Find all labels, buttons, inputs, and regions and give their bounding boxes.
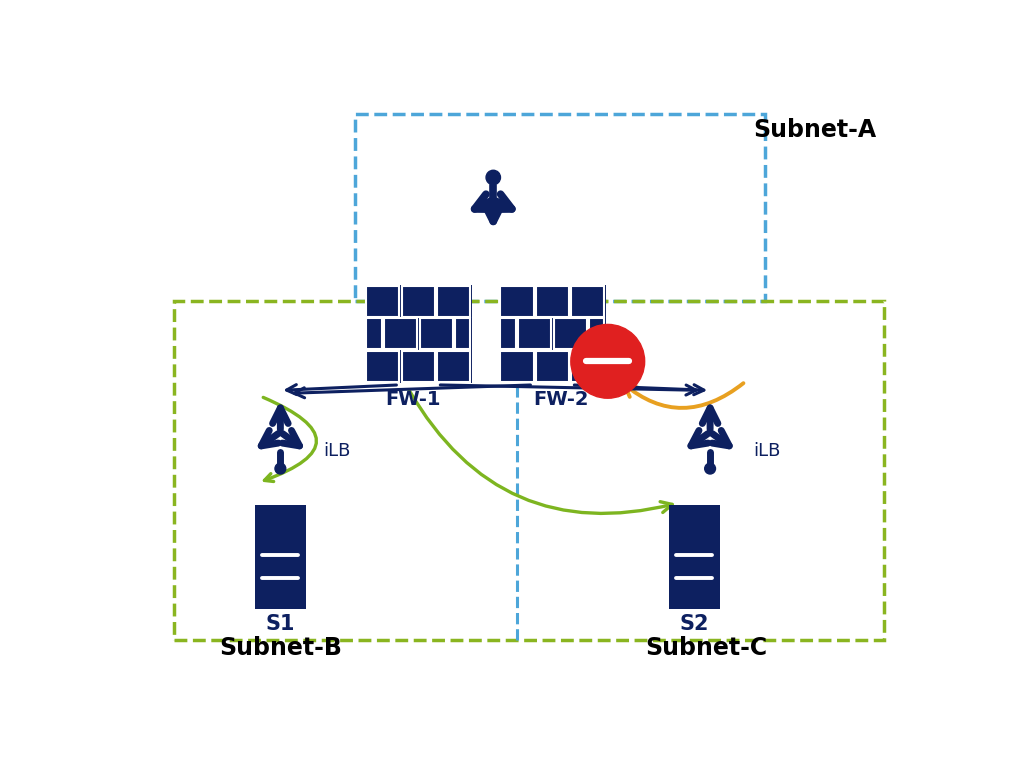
Text: FW-2: FW-2: [534, 390, 589, 409]
FancyBboxPatch shape: [554, 318, 587, 349]
Circle shape: [570, 325, 645, 398]
FancyBboxPatch shape: [366, 284, 472, 383]
FancyBboxPatch shape: [255, 505, 306, 609]
FancyBboxPatch shape: [420, 318, 453, 349]
FancyBboxPatch shape: [499, 284, 605, 383]
FancyBboxPatch shape: [571, 286, 604, 316]
FancyBboxPatch shape: [437, 351, 470, 382]
FancyArrowPatch shape: [410, 390, 672, 513]
FancyBboxPatch shape: [367, 318, 382, 349]
Text: iLB: iLB: [324, 442, 351, 460]
FancyBboxPatch shape: [589, 318, 604, 349]
FancyBboxPatch shape: [571, 351, 604, 382]
FancyBboxPatch shape: [384, 318, 417, 349]
Circle shape: [486, 170, 501, 185]
FancyBboxPatch shape: [518, 318, 551, 349]
Text: S1: S1: [265, 614, 295, 634]
Text: Subnet-C: Subnet-C: [645, 636, 767, 660]
FancyBboxPatch shape: [401, 351, 435, 382]
FancyBboxPatch shape: [669, 505, 720, 609]
FancyBboxPatch shape: [536, 351, 569, 382]
Text: S2: S2: [680, 614, 709, 634]
FancyBboxPatch shape: [367, 351, 399, 382]
FancyBboxPatch shape: [367, 286, 399, 316]
FancyBboxPatch shape: [536, 286, 569, 316]
Text: Subnet-A: Subnet-A: [754, 118, 877, 142]
FancyBboxPatch shape: [437, 286, 470, 316]
FancyBboxPatch shape: [455, 318, 470, 349]
FancyBboxPatch shape: [501, 286, 534, 316]
FancyArrowPatch shape: [263, 397, 316, 482]
FancyBboxPatch shape: [501, 351, 534, 382]
Text: iLB: iLB: [754, 442, 781, 460]
Circle shape: [275, 463, 286, 474]
Text: FW-1: FW-1: [385, 390, 440, 409]
Text: Subnet-B: Subnet-B: [219, 636, 342, 660]
FancyBboxPatch shape: [401, 286, 435, 316]
FancyBboxPatch shape: [501, 318, 516, 349]
Circle shape: [705, 463, 716, 474]
FancyArrowPatch shape: [625, 383, 743, 408]
